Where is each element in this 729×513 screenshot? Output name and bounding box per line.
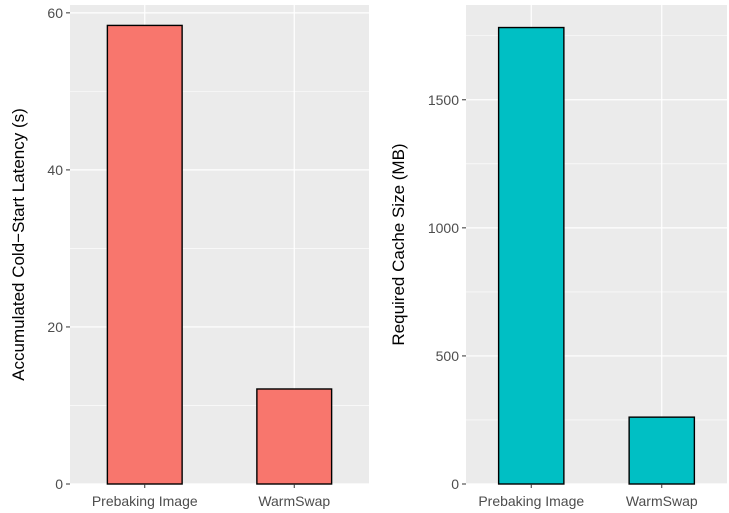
- cache-x-tick-label: Prebaking Image: [478, 493, 584, 509]
- cache-x-tick-label: WarmSwap: [626, 493, 698, 509]
- cache-bar-prebaking-image: [497, 26, 565, 485]
- cache-bar-warmswap: [628, 416, 696, 485]
- latency-y-tick-label: 60: [47, 5, 63, 21]
- cache-y-tick-label: 1000: [428, 220, 459, 236]
- latency-bar-prebaking-image: [106, 24, 183, 485]
- latency-y-tick-label: 40: [47, 162, 63, 178]
- cache-size-chart: 0 500 1000 1500 Prebaking Image WarmSwap Requi…: [389, 5, 727, 509]
- cache-y-tick-label: 0: [451, 476, 459, 492]
- cache-y-tick-label: 500: [436, 348, 460, 364]
- latency-chart: 0 20 40 60 Prebaking Image WarmSwap Accumulate…: [9, 5, 369, 509]
- latency-x-tick-label: WarmSwap: [258, 493, 330, 509]
- latency-y-axis-title: Accumulated Cold−Start Latency (s): [9, 108, 28, 381]
- cache-y-tick-label: 1500: [428, 92, 459, 108]
- latency-bar-warmswap: [256, 388, 333, 485]
- latency-y-tick-label: 20: [47, 319, 63, 335]
- cache-y-axis-title: Required Cache Size (MB): [389, 143, 408, 345]
- latency-y-tick-label: 0: [55, 476, 63, 492]
- latency-x-tick-label: Prebaking Image: [92, 493, 198, 509]
